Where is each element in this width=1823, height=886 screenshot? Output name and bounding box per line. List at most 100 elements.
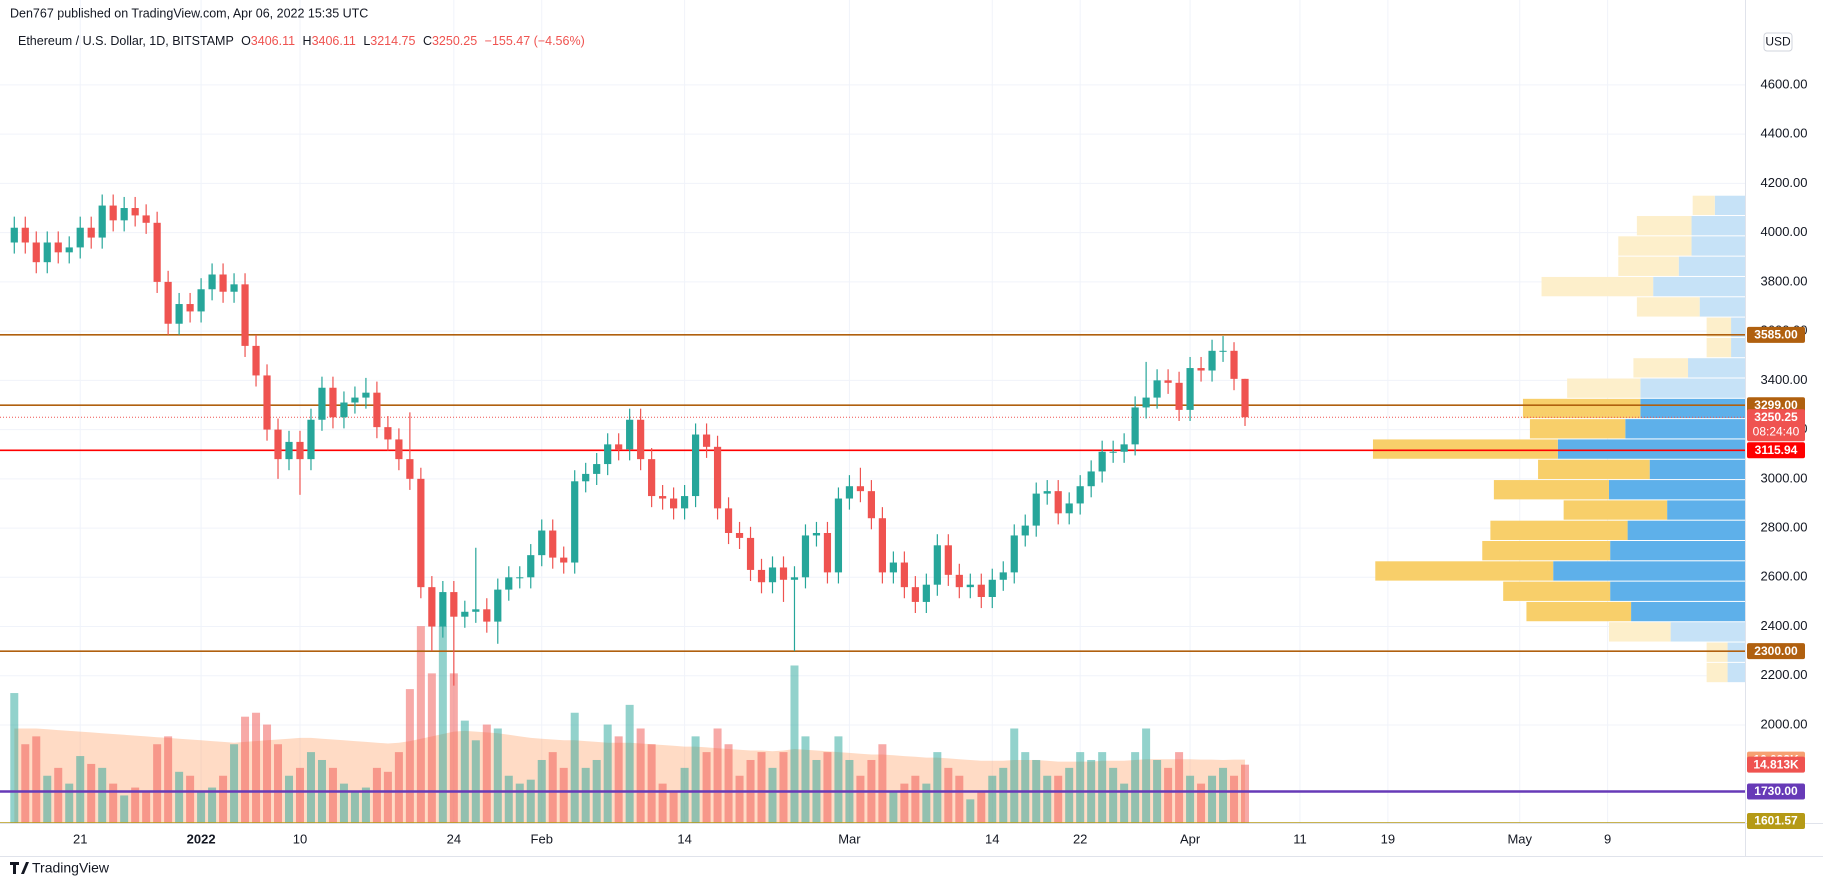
time-axis: [0, 823, 1745, 856]
volume-bar: [1120, 783, 1129, 823]
profile-down: [1636, 216, 1692, 236]
volume-bar: [900, 783, 909, 823]
candle-body: [43, 242, 51, 263]
volume-bar: [955, 775, 964, 823]
volume-bar: [230, 744, 239, 823]
level-tag: [1747, 442, 1805, 459]
level-tag: [1747, 813, 1805, 829]
level-label: 1601.57: [1754, 814, 1798, 828]
ohlc-value: 3406.11: [312, 34, 356, 48]
candle-body: [230, 284, 238, 292]
candle-body: [746, 537, 755, 570]
volume-bar: [988, 775, 997, 823]
volume-bar: [76, 756, 85, 823]
candle-body: [955, 574, 963, 588]
price-tags: 3585.00 3299.00 3115.94 2300.00 1730.00 1601.…: [1747, 326, 1805, 829]
candle-body: [395, 439, 403, 460]
level-label: 3299.00: [1754, 398, 1798, 412]
candle-body: [1219, 350, 1227, 352]
candle-body: [812, 532, 821, 536]
volume-bar: [175, 771, 184, 823]
candle-body: [1153, 380, 1161, 398]
profile-up: [1557, 439, 1745, 459]
volume-bar: [636, 728, 645, 823]
volume-bar: [658, 783, 667, 823]
candle-body: [241, 284, 249, 346]
ohlc-key: C: [423, 34, 432, 48]
volume-bar: [295, 767, 304, 823]
candle-body: [768, 567, 777, 583]
profile-up: [1627, 520, 1745, 540]
publisher: Den767 published on TradingView.com, Apr…: [10, 6, 368, 20]
volume-bar: [285, 775, 294, 823]
candle-body: [604, 444, 612, 465]
x-tick-label: 9: [1604, 831, 1611, 846]
volume-bar: [1208, 775, 1217, 823]
volume-bar: [878, 744, 887, 823]
x-tick-label: May: [1507, 831, 1532, 846]
candle-body: [1164, 380, 1172, 383]
symbol: Ethereum / U.S. Dollar, 1D, BITSTAMP: [18, 34, 234, 48]
volume-bar: [548, 752, 557, 823]
profile-up: [1667, 500, 1745, 520]
profile-up: [1731, 337, 1745, 358]
y-tick-label: 4600.00: [1761, 76, 1808, 91]
candle-body: [615, 444, 623, 450]
volume-bar: [999, 767, 1008, 823]
candle-body: [560, 557, 568, 563]
volume-bar: [790, 665, 799, 823]
candle-body: [691, 434, 700, 497]
candle-body: [878, 518, 886, 573]
profile-up: [1653, 276, 1745, 297]
x-tick-label: 14: [985, 831, 999, 846]
volume-bar: [252, 712, 261, 823]
volume-bar: [1131, 752, 1140, 823]
candle-body: [702, 434, 711, 447]
candle-body: [450, 592, 458, 617]
profile-up: [1553, 561, 1745, 581]
profile-up: [1688, 358, 1745, 378]
volume-bar: [691, 736, 700, 823]
profile-up: [1670, 622, 1745, 642]
volume-bar: [1043, 775, 1052, 823]
currency-box[interactable]: [1763, 32, 1793, 52]
y-tick-label: 2600.00: [1761, 569, 1808, 584]
candle-body: [87, 227, 95, 238]
candle-body: [516, 577, 524, 579]
volume-bar: [1098, 752, 1107, 823]
volume-bar: [43, 775, 52, 823]
profile-down: [1503, 581, 1611, 601]
legend: Ethereum / U.S. Dollar, 1D, BITSTAMP O34…: [18, 34, 585, 48]
candle-body: [801, 535, 810, 578]
candle-body: [1054, 491, 1062, 514]
volume-bar: [1219, 767, 1228, 823]
profile-up: [1610, 540, 1745, 561]
x-tick-label: 2022: [187, 831, 216, 846]
currency[interactable]: USD: [1765, 35, 1791, 49]
y-tick-label: 3400.00: [1761, 372, 1808, 387]
volume: [10, 626, 1250, 823]
profile-down: [1706, 317, 1732, 337]
volume-bar: [153, 744, 162, 823]
candle-body: [713, 446, 722, 509]
volume-bar: [779, 752, 788, 823]
volume-bar: [361, 787, 370, 823]
volume-bar: [142, 791, 151, 823]
candle-body: [461, 611, 469, 617]
candle-body: [252, 345, 260, 376]
volume-bar: [186, 775, 195, 823]
candle-body: [208, 274, 216, 290]
volume-bar: [471, 740, 480, 823]
volume-bar: [1186, 775, 1195, 823]
volume-bar: [1175, 752, 1184, 823]
candle-body: [54, 242, 62, 253]
candle-body: [593, 464, 601, 474]
candle-body: [1087, 471, 1095, 487]
x-tick-label: 22: [1073, 831, 1087, 846]
volume-bar: [339, 783, 348, 823]
volume-tag-label: 14.813K: [1753, 757, 1799, 771]
candle-body: [1010, 535, 1018, 573]
candle-body: [373, 392, 381, 428]
candle-body: [834, 498, 843, 573]
